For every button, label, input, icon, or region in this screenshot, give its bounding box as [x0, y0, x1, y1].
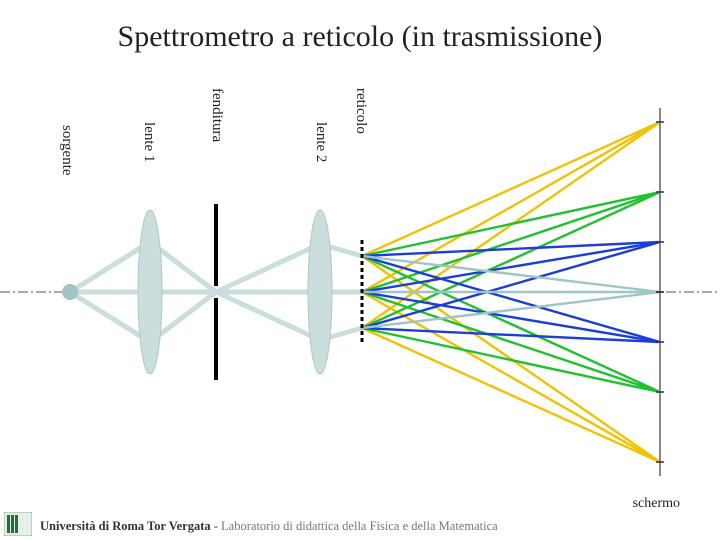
footer: Università di Roma Tor Vergata - Laborat…: [0, 519, 720, 534]
label-reticolo: reticolo: [352, 88, 369, 134]
label-fenditura: fenditura: [208, 88, 225, 142]
label-sorgente: sorgente: [58, 125, 75, 176]
label-lente2: lente 2: [312, 122, 329, 162]
footer-university: Università di Roma Tor Vergata: [40, 519, 211, 533]
optics-diagram: [0, 80, 720, 480]
diagram-container: sorgente lente 1 fenditura lente 2 retic…: [0, 80, 720, 480]
lente-2: [308, 210, 332, 374]
sorgente: [62, 284, 78, 300]
label-lente1: lente 1: [140, 122, 157, 162]
page-title: Spettrometro a reticolo (in trasmissione…: [0, 20, 720, 54]
footer-sep: -: [211, 519, 221, 533]
label-schermo: schermo: [633, 496, 680, 512]
lente-1: [138, 210, 162, 374]
footer-subtitle: Laboratorio di didattica della Fisica e …: [221, 519, 498, 533]
